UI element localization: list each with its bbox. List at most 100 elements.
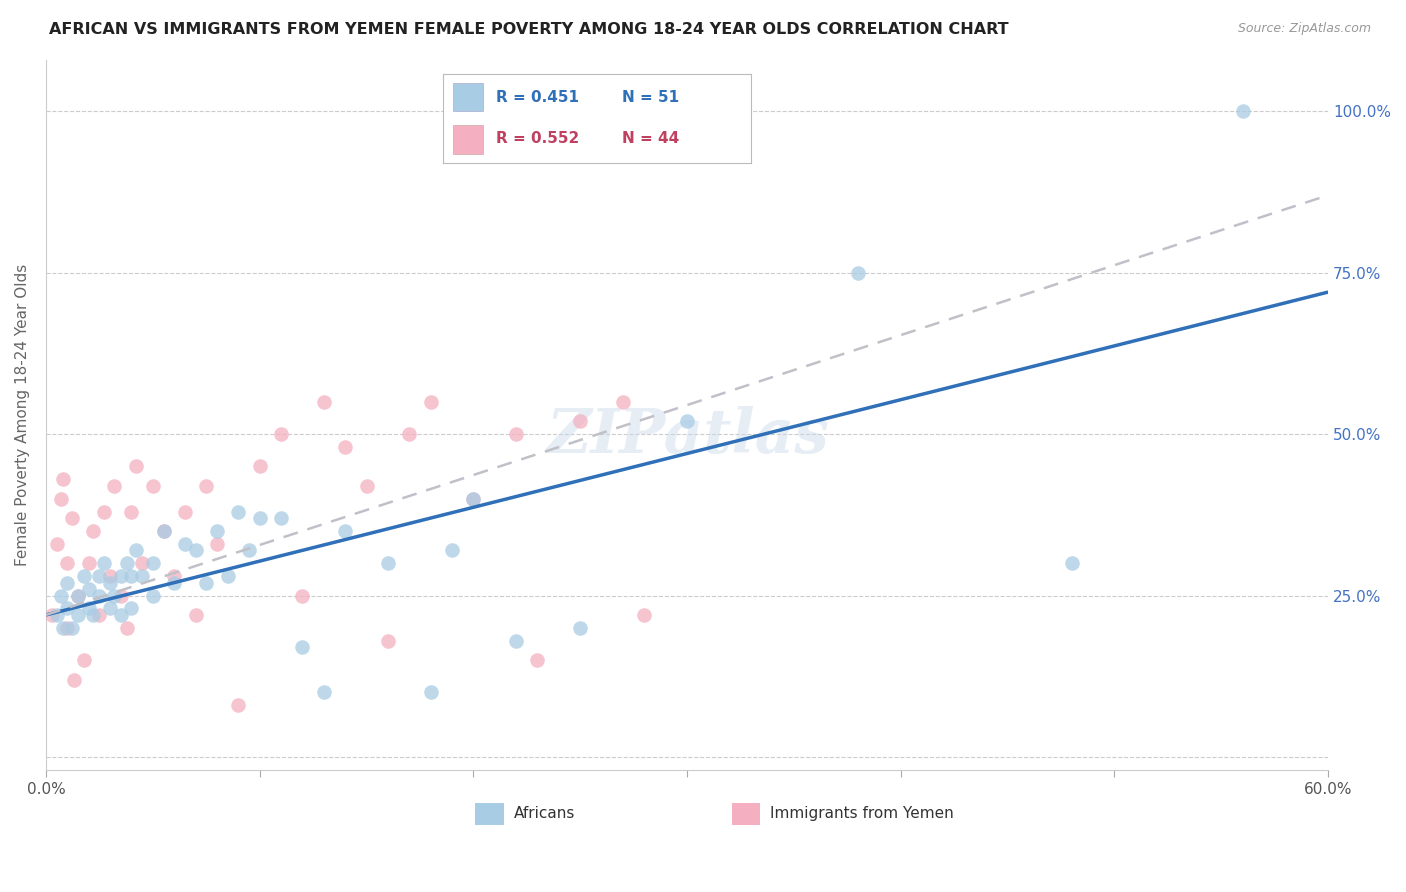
Point bbox=[66, 589, 89, 603]
Point bbox=[66, 589, 89, 603]
Point bbox=[173, 505, 195, 519]
Point bbox=[846, 266, 869, 280]
Point bbox=[131, 556, 153, 570]
Point bbox=[184, 607, 207, 622]
Point bbox=[398, 427, 420, 442]
Y-axis label: Female Poverty Among 18-24 Year Olds: Female Poverty Among 18-24 Year Olds bbox=[15, 264, 30, 566]
Point bbox=[120, 569, 142, 583]
Text: Immigrants from Yemen: Immigrants from Yemen bbox=[770, 806, 955, 822]
Point bbox=[56, 556, 79, 570]
Point bbox=[569, 414, 592, 428]
Point bbox=[60, 621, 83, 635]
Point bbox=[125, 459, 148, 474]
Point bbox=[142, 556, 165, 570]
Point bbox=[93, 556, 115, 570]
Point bbox=[56, 621, 79, 635]
Point bbox=[77, 601, 100, 615]
Point bbox=[152, 524, 174, 538]
FancyBboxPatch shape bbox=[475, 803, 503, 825]
Point bbox=[82, 524, 104, 538]
Point bbox=[62, 673, 84, 687]
Point bbox=[226, 698, 249, 713]
Point bbox=[333, 524, 356, 538]
Point bbox=[377, 633, 399, 648]
Point bbox=[52, 621, 75, 635]
Point bbox=[633, 607, 655, 622]
Point bbox=[419, 394, 441, 409]
Point bbox=[569, 621, 592, 635]
Point bbox=[73, 569, 96, 583]
Point bbox=[82, 607, 104, 622]
Point bbox=[463, 491, 485, 506]
Point bbox=[45, 607, 67, 622]
Point bbox=[98, 575, 121, 590]
Point bbox=[163, 569, 186, 583]
Point bbox=[205, 537, 228, 551]
Text: Africans: Africans bbox=[515, 806, 575, 822]
Point bbox=[110, 589, 132, 603]
Point bbox=[103, 479, 125, 493]
Point bbox=[312, 394, 335, 409]
Point bbox=[52, 472, 75, 486]
Point bbox=[77, 556, 100, 570]
Point bbox=[195, 575, 218, 590]
Point bbox=[89, 589, 111, 603]
Point bbox=[73, 653, 96, 667]
Point bbox=[163, 575, 186, 590]
Point bbox=[184, 543, 207, 558]
Point bbox=[312, 685, 335, 699]
FancyBboxPatch shape bbox=[733, 803, 761, 825]
Point bbox=[89, 569, 111, 583]
Point bbox=[238, 543, 260, 558]
Point bbox=[115, 621, 138, 635]
Point bbox=[505, 633, 527, 648]
Point bbox=[120, 601, 142, 615]
Point bbox=[270, 427, 292, 442]
Point bbox=[120, 505, 142, 519]
Point bbox=[419, 685, 441, 699]
Point bbox=[249, 459, 271, 474]
Point bbox=[205, 524, 228, 538]
Point bbox=[226, 505, 249, 519]
Point bbox=[1232, 104, 1254, 119]
Point bbox=[526, 653, 548, 667]
Point bbox=[41, 607, 63, 622]
Point bbox=[125, 543, 148, 558]
Point bbox=[1060, 556, 1083, 570]
Point bbox=[45, 537, 67, 551]
Point bbox=[440, 543, 463, 558]
Point bbox=[249, 511, 271, 525]
Point bbox=[356, 479, 378, 493]
Point bbox=[110, 569, 132, 583]
Text: AFRICAN VS IMMIGRANTS FROM YEMEN FEMALE POVERTY AMONG 18-24 YEAR OLDS CORRELATIO: AFRICAN VS IMMIGRANTS FROM YEMEN FEMALE … bbox=[49, 22, 1010, 37]
Point bbox=[612, 394, 634, 409]
Point bbox=[115, 556, 138, 570]
Point bbox=[56, 575, 79, 590]
Point bbox=[217, 569, 239, 583]
Point bbox=[173, 537, 195, 551]
Point bbox=[676, 414, 699, 428]
Point bbox=[60, 511, 83, 525]
Point bbox=[270, 511, 292, 525]
Point bbox=[291, 589, 314, 603]
Text: ZIPatlas: ZIPatlas bbox=[546, 406, 828, 466]
Point bbox=[142, 479, 165, 493]
Point bbox=[131, 569, 153, 583]
Point bbox=[89, 607, 111, 622]
Point bbox=[56, 601, 79, 615]
Point bbox=[291, 640, 314, 655]
Point bbox=[77, 582, 100, 596]
Point bbox=[195, 479, 218, 493]
Point bbox=[98, 601, 121, 615]
Point bbox=[110, 607, 132, 622]
Point bbox=[98, 569, 121, 583]
Point bbox=[377, 556, 399, 570]
Point bbox=[333, 440, 356, 454]
Point bbox=[103, 589, 125, 603]
Point bbox=[93, 505, 115, 519]
Point bbox=[152, 524, 174, 538]
Point bbox=[463, 491, 485, 506]
Text: Source: ZipAtlas.com: Source: ZipAtlas.com bbox=[1237, 22, 1371, 36]
Point bbox=[49, 491, 72, 506]
Point bbox=[49, 589, 72, 603]
